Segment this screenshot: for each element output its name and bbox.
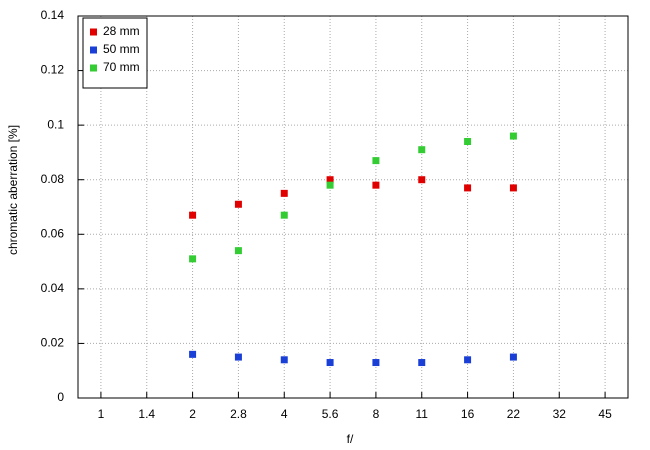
point [509, 132, 517, 140]
point [326, 181, 334, 189]
y-tick-label: 0 [57, 390, 64, 404]
legend-swatch [90, 64, 97, 72]
point [280, 356, 288, 364]
y-tick-label: 0.1 [47, 117, 64, 131]
point [418, 359, 426, 367]
point [280, 189, 288, 197]
legend-label: 70 mm [103, 60, 140, 74]
y-axis-label: chromatic aberration [%] [6, 125, 20, 255]
x-tick-label: 16 [461, 407, 475, 421]
point [418, 176, 426, 184]
x-axis-label: f/ [347, 432, 354, 446]
point [464, 356, 472, 364]
point [234, 353, 242, 361]
point [189, 255, 197, 263]
y-tick-label: 0.08 [41, 172, 65, 186]
x-tick-label: 2 [189, 407, 196, 421]
legend-label: 50 mm [103, 42, 140, 56]
legend-swatch [90, 28, 97, 36]
y-tick-label: 0.06 [41, 226, 65, 240]
x-tick-label: 11 [416, 407, 429, 421]
y-tick-label: 0.12 [41, 63, 65, 77]
point [234, 247, 242, 255]
point [464, 184, 472, 192]
point [372, 157, 380, 165]
point [189, 211, 197, 219]
y-tick-label: 0.02 [41, 336, 65, 350]
x-tick-label: 4 [281, 407, 288, 421]
point [464, 138, 472, 146]
legend-label: 28 mm [103, 24, 140, 38]
plot-frame [77, 15, 629, 399]
point [326, 359, 334, 367]
point [418, 146, 426, 154]
point [326, 176, 334, 184]
x-tick-label: 1 [98, 407, 105, 421]
point [234, 200, 242, 208]
point [372, 359, 380, 367]
x-tick-label: 5.6 [322, 407, 339, 421]
y-tick-label: 0.14 [41, 8, 65, 22]
point [189, 350, 197, 358]
y-tick-label: 0.04 [41, 281, 65, 295]
x-tick-label: 8 [373, 407, 380, 421]
point [280, 211, 288, 219]
point [372, 181, 380, 189]
point [509, 184, 517, 192]
legend-swatch [90, 46, 97, 54]
x-tick-label: 1.4 [138, 407, 155, 421]
x-tick-label: 32 [553, 407, 567, 421]
point [509, 353, 517, 361]
x-tick-label: 2.8 [230, 407, 247, 421]
x-tick-label: 45 [598, 407, 612, 421]
x-tick-label: 22 [507, 407, 521, 421]
